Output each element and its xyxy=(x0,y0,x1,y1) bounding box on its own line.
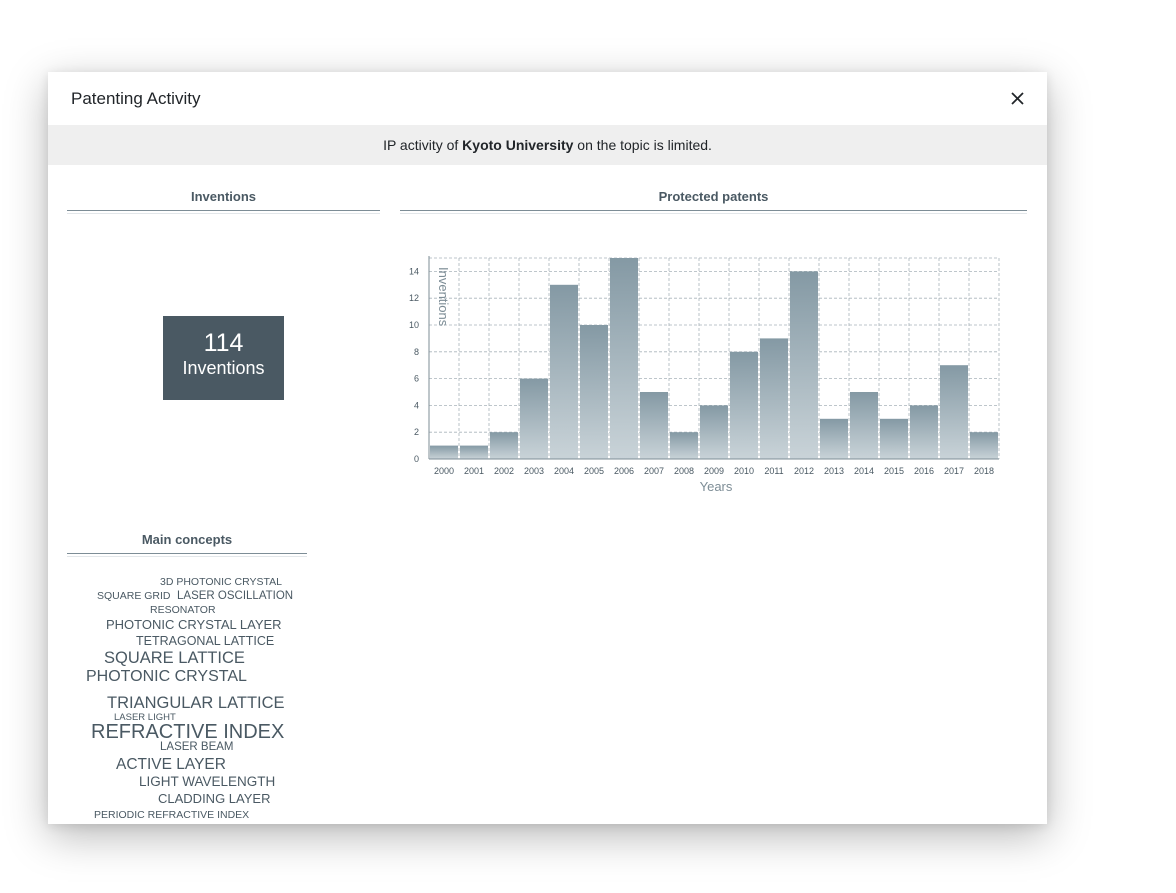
y-tick-label: 12 xyxy=(409,293,419,303)
bar-2002 xyxy=(490,432,518,459)
bar-2006 xyxy=(610,258,638,459)
x-tick-label: 2008 xyxy=(674,466,694,476)
concept-word[interactable]: SQUARE LATTICE xyxy=(104,650,245,667)
patenting-activity-modal: Patenting Activity IP activity of Kyoto … xyxy=(48,72,1047,824)
bar-2004 xyxy=(550,285,578,459)
x-axis-title: Years xyxy=(700,479,733,492)
inventions-count: 114 xyxy=(163,329,284,357)
bar-2015 xyxy=(880,419,908,459)
y-tick-label: 4 xyxy=(414,400,419,410)
x-tick-label: 2001 xyxy=(464,466,484,476)
x-tick-label: 2000 xyxy=(434,466,454,476)
x-tick-label: 2009 xyxy=(704,466,724,476)
x-tick-label: 2012 xyxy=(794,466,814,476)
concept-word[interactable]: SQUARE GRID xyxy=(97,591,171,602)
concept-word[interactable]: REFRACTIVE INDEX xyxy=(91,722,284,742)
protected-patents-section-title: Protected patents xyxy=(400,188,1027,211)
x-tick-label: 2017 xyxy=(944,466,964,476)
y-axis-title: Inventions xyxy=(436,267,451,327)
x-tick-label: 2003 xyxy=(524,466,544,476)
x-tick-label: 2013 xyxy=(824,466,844,476)
y-tick-label: 8 xyxy=(414,347,419,357)
concept-word[interactable]: LIGHT WAVELENGTH xyxy=(139,775,275,789)
y-tick-label: 2 xyxy=(414,427,419,437)
x-tick-label: 2004 xyxy=(554,466,574,476)
close-button[interactable] xyxy=(1007,88,1029,110)
bar-2011 xyxy=(760,338,788,459)
x-tick-label: 2014 xyxy=(854,466,874,476)
bar-2010 xyxy=(730,352,758,459)
concept-word[interactable]: PERIODIC REFRACTIVE INDEX xyxy=(94,810,249,821)
x-tick-label: 2002 xyxy=(494,466,514,476)
notice-organization: Kyoto University xyxy=(462,137,573,153)
main-concepts-section-title: Main concepts xyxy=(67,531,307,554)
x-tick-label: 2015 xyxy=(884,466,904,476)
concept-word[interactable]: PHOTONIC CRYSTAL xyxy=(86,669,247,685)
bar-2016 xyxy=(910,405,938,459)
inventions-count-box: 114 Inventions xyxy=(163,316,284,400)
y-tick-label: 10 xyxy=(409,320,419,330)
modal-title: Patenting Activity xyxy=(71,89,200,109)
x-tick-label: 2010 xyxy=(734,466,754,476)
concept-word[interactable]: RESONATOR xyxy=(150,605,216,616)
bar-2003 xyxy=(520,379,548,459)
bar-2005 xyxy=(580,325,608,459)
close-icon xyxy=(1007,88,1029,110)
bar-2001 xyxy=(460,446,488,459)
bar-2017 xyxy=(940,365,968,459)
modal-header: Patenting Activity xyxy=(48,72,1047,125)
notice-suffix: on the topic is limited. xyxy=(573,137,712,153)
x-tick-label: 2011 xyxy=(764,466,783,476)
concept-word[interactable]: TRIANGULAR LATTICE xyxy=(107,695,285,712)
concept-word[interactable]: CLADDING LAYER xyxy=(158,792,270,805)
concept-word[interactable]: PHOTONIC CRYSTAL LAYER xyxy=(106,618,282,631)
bar-2014 xyxy=(850,392,878,459)
x-tick-label: 2007 xyxy=(644,466,664,476)
x-tick-label: 2016 xyxy=(914,466,934,476)
y-tick-label: 14 xyxy=(409,266,419,276)
bar-2013 xyxy=(820,419,848,459)
concept-word[interactable]: ACTIVE LAYER xyxy=(116,757,226,773)
limited-activity-notice: IP activity of Kyoto University on the t… xyxy=(48,125,1047,165)
concept-word[interactable]: LASER OSCILLATION xyxy=(177,591,293,603)
y-tick-label: 0 xyxy=(414,454,419,464)
inventions-section-title: Inventions xyxy=(67,188,380,211)
x-tick-label: 2018 xyxy=(974,466,994,476)
patents-bar-chart: 0 2 4 6 8 10 12 14 2000 2001 2002 2003 2004 2005 2006 2… xyxy=(400,242,1027,492)
concept-word[interactable]: TETRAGONAL LATTICE xyxy=(136,635,274,648)
x-tick-label: 2006 xyxy=(614,466,634,476)
bar-2008 xyxy=(670,432,698,459)
bar-2000 xyxy=(430,446,458,459)
notice-prefix: IP activity of xyxy=(383,137,462,153)
bar-2018 xyxy=(970,432,998,459)
concept-word[interactable]: 3D PHOTONIC CRYSTAL xyxy=(160,577,282,588)
y-tick-label: 6 xyxy=(414,374,419,384)
concept-word[interactable]: LASER BEAM xyxy=(160,742,234,754)
concepts-word-cloud: 3D PHOTONIC CRYSTAL SQUARE GRID LASER OSCI… xyxy=(67,572,307,822)
bar-2009 xyxy=(700,405,728,459)
x-tick-label: 2005 xyxy=(584,466,604,476)
bar-2007 xyxy=(640,392,668,459)
inventions-count-label: Inventions xyxy=(163,357,284,379)
bar-2012 xyxy=(790,271,818,459)
